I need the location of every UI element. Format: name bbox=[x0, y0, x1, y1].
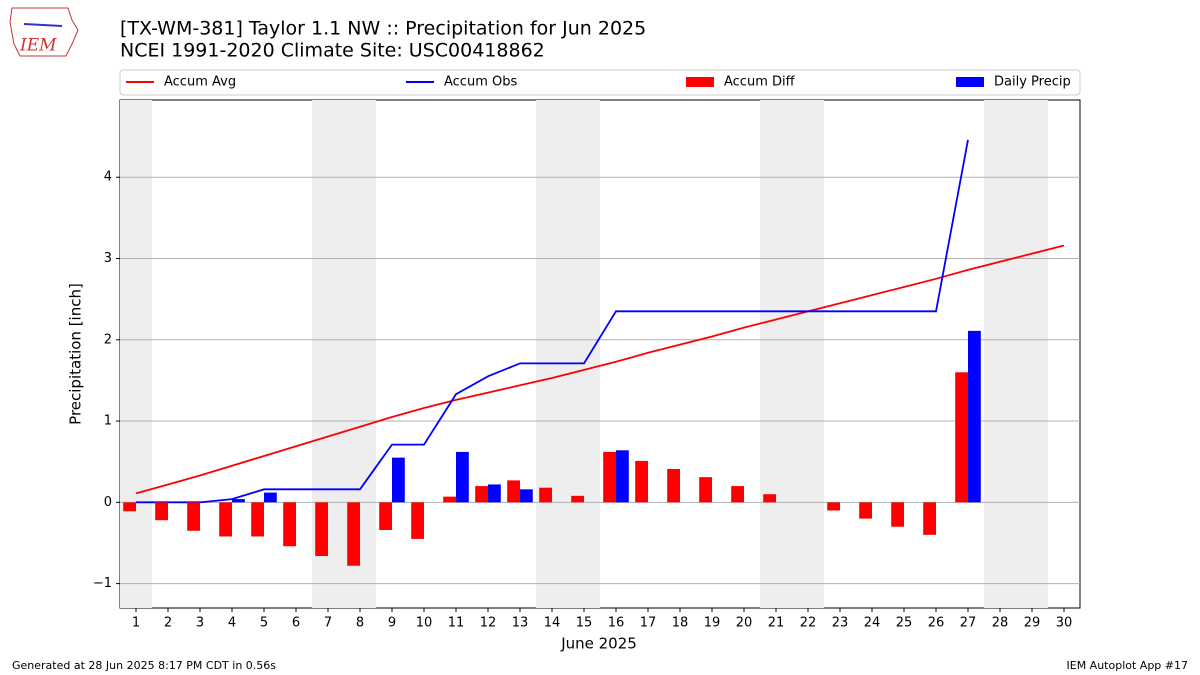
bar bbox=[251, 502, 264, 537]
bar bbox=[827, 502, 840, 511]
bar bbox=[392, 457, 405, 503]
bar bbox=[155, 502, 168, 521]
bar bbox=[232, 499, 245, 503]
bar bbox=[859, 502, 872, 519]
x-tick-label: 3 bbox=[196, 616, 204, 631]
x-tick-label: 10 bbox=[416, 616, 433, 631]
y-tick-label: 0 bbox=[104, 495, 112, 510]
y-tick-label: 2 bbox=[104, 332, 112, 347]
bar bbox=[520, 489, 533, 503]
bar bbox=[443, 496, 456, 503]
x-tick-label: 19 bbox=[704, 616, 721, 631]
weekend-band bbox=[984, 100, 1048, 608]
footer-right: IEM Autoplot App #17 bbox=[1067, 659, 1189, 672]
weekend-band bbox=[120, 100, 152, 608]
logo-text: IEM bbox=[19, 36, 57, 56]
x-tick-label: 20 bbox=[736, 616, 753, 631]
y-tick-label: 3 bbox=[104, 251, 112, 266]
bar bbox=[488, 484, 501, 503]
bar bbox=[507, 480, 520, 503]
x-tick-label: 26 bbox=[928, 616, 945, 631]
bar bbox=[955, 372, 968, 503]
y-tick-label: 4 bbox=[104, 170, 112, 185]
x-tick-label: 4 bbox=[228, 616, 236, 631]
bar bbox=[315, 502, 328, 556]
x-tick-label: 11 bbox=[448, 616, 465, 631]
bar bbox=[219, 502, 232, 537]
footer-left: Generated at 28 Jun 2025 8:17 PM CDT in … bbox=[12, 659, 276, 672]
x-tick-label: 5 bbox=[260, 616, 268, 631]
bar bbox=[123, 502, 136, 512]
chart-subtitle: NCEI 1991-2020 Climate Site: USC00418862 bbox=[120, 40, 545, 62]
x-tick-label: 30 bbox=[1056, 616, 1073, 631]
legend-label: Accum Diff bbox=[724, 75, 796, 90]
x-tick-label: 21 bbox=[768, 616, 785, 631]
x-tick-label: 8 bbox=[356, 616, 364, 631]
x-tick-label: 27 bbox=[960, 616, 977, 631]
bar bbox=[539, 487, 552, 503]
y-tick-label: 1 bbox=[104, 414, 112, 429]
bar bbox=[347, 502, 360, 566]
x-tick-label: 13 bbox=[512, 616, 529, 631]
legend-box bbox=[119, 69, 1081, 96]
bar bbox=[379, 502, 392, 530]
x-tick-label: 25 bbox=[896, 616, 913, 631]
x-tick-label: 1 bbox=[132, 616, 140, 631]
bar bbox=[264, 492, 277, 503]
x-tick-label: 18 bbox=[672, 616, 689, 631]
bar bbox=[283, 502, 296, 547]
y-axis-label: Precipitation [inch] bbox=[67, 283, 85, 425]
bar bbox=[731, 486, 744, 503]
x-tick-label: 15 bbox=[576, 616, 593, 631]
legend-label: Accum Avg bbox=[164, 75, 236, 90]
x-tick-label: 2 bbox=[164, 616, 172, 631]
x-tick-label: 29 bbox=[1024, 616, 1041, 631]
bar bbox=[187, 502, 200, 531]
x-tick-label: 16 bbox=[608, 616, 625, 631]
legend-swatch bbox=[686, 77, 714, 87]
legend-swatch bbox=[956, 77, 984, 87]
x-tick-label: 12 bbox=[480, 616, 497, 631]
x-tick-label: 28 bbox=[992, 616, 1009, 631]
bar bbox=[891, 502, 904, 527]
x-tick-label: 6 bbox=[292, 616, 300, 631]
x-tick-label: 24 bbox=[864, 616, 881, 631]
x-tick-label: 9 bbox=[388, 616, 396, 631]
x-axis-label: June 2025 bbox=[560, 635, 637, 653]
bar bbox=[763, 494, 776, 503]
bar bbox=[699, 477, 712, 503]
x-tick-label: 22 bbox=[800, 616, 817, 631]
x-tick-label: 17 bbox=[640, 616, 657, 631]
bar bbox=[923, 502, 936, 535]
y-tick-label: −1 bbox=[93, 576, 112, 591]
weekend-band bbox=[760, 100, 824, 608]
bar bbox=[616, 450, 629, 503]
x-tick-label: 14 bbox=[544, 616, 561, 631]
legend-label: Accum Obs bbox=[444, 75, 517, 90]
bar bbox=[667, 469, 680, 503]
line-series bbox=[135, 244, 1065, 495]
bar bbox=[475, 486, 488, 503]
bar bbox=[968, 330, 981, 503]
logo: IEM bbox=[9, 7, 79, 57]
legend-label: Daily Precip bbox=[994, 75, 1071, 90]
x-tick-label: 7 bbox=[324, 616, 332, 631]
bar bbox=[571, 495, 584, 503]
line-series bbox=[136, 139, 969, 504]
chart-title: [TX-WM-381] Taylor 1.1 NW :: Precipitati… bbox=[120, 18, 646, 40]
bar bbox=[635, 460, 648, 503]
bar bbox=[411, 502, 424, 539]
bar bbox=[456, 451, 469, 503]
bar bbox=[603, 451, 616, 503]
x-tick-label: 23 bbox=[832, 616, 849, 631]
